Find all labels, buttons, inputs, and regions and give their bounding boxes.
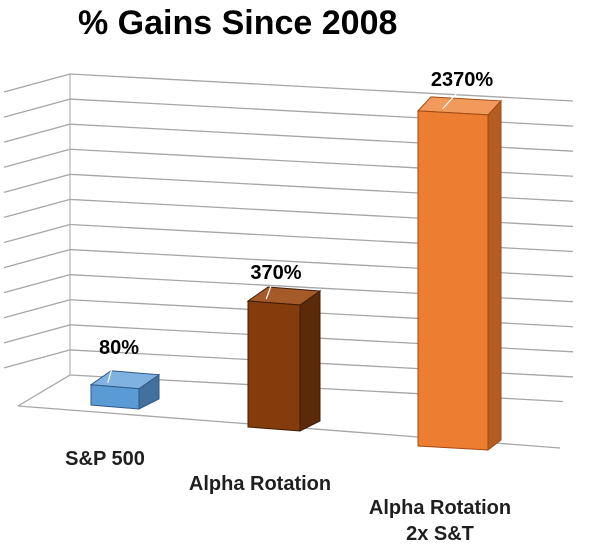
category-label-alpha-rotation-2x: Alpha Rotation 2x S&T (368, 497, 512, 545)
gridline-side (3, 148, 71, 168)
gridline-side (3, 98, 71, 118)
bar-alpha-rotation-2x (417, 110, 489, 451)
data-label-alpha-rotation: 370% (250, 262, 301, 284)
bar-side-alpha-rotation-2x (487, 99, 502, 452)
data-label-leader-sp500 (107, 360, 115, 383)
data-label-alpha-rotation-2x: 2370% (431, 69, 493, 91)
gridline (69, 73, 574, 102)
bar-alpha-rotation (247, 300, 301, 432)
chart-title: % Gains Since 2008 (78, 4, 398, 42)
gridline-side (3, 299, 71, 319)
gridline-side (3, 198, 71, 219)
data-label-leader-alpha-rotation (265, 285, 272, 300)
bar-side-alpha-rotation (299, 290, 321, 432)
category-label-alpha-rotation: Alpha Rotation (188, 473, 332, 495)
gridline-side (3, 274, 71, 294)
gridline-side (3, 324, 71, 344)
gridline-side (3, 248, 71, 269)
data-label-leader-alpha-rotation-2x (442, 92, 458, 110)
gridline-side (3, 349, 71, 369)
gridline-side (3, 123, 71, 143)
bar-sp500 (90, 384, 140, 410)
gridline-side (3, 173, 71, 193)
category-label-sp500: S&P 500 (65, 448, 145, 470)
gridline-side (3, 73, 71, 93)
data-label-sp500: 80% (99, 337, 139, 359)
floor-side-edge (17, 374, 71, 407)
gridline-side (3, 223, 71, 244)
